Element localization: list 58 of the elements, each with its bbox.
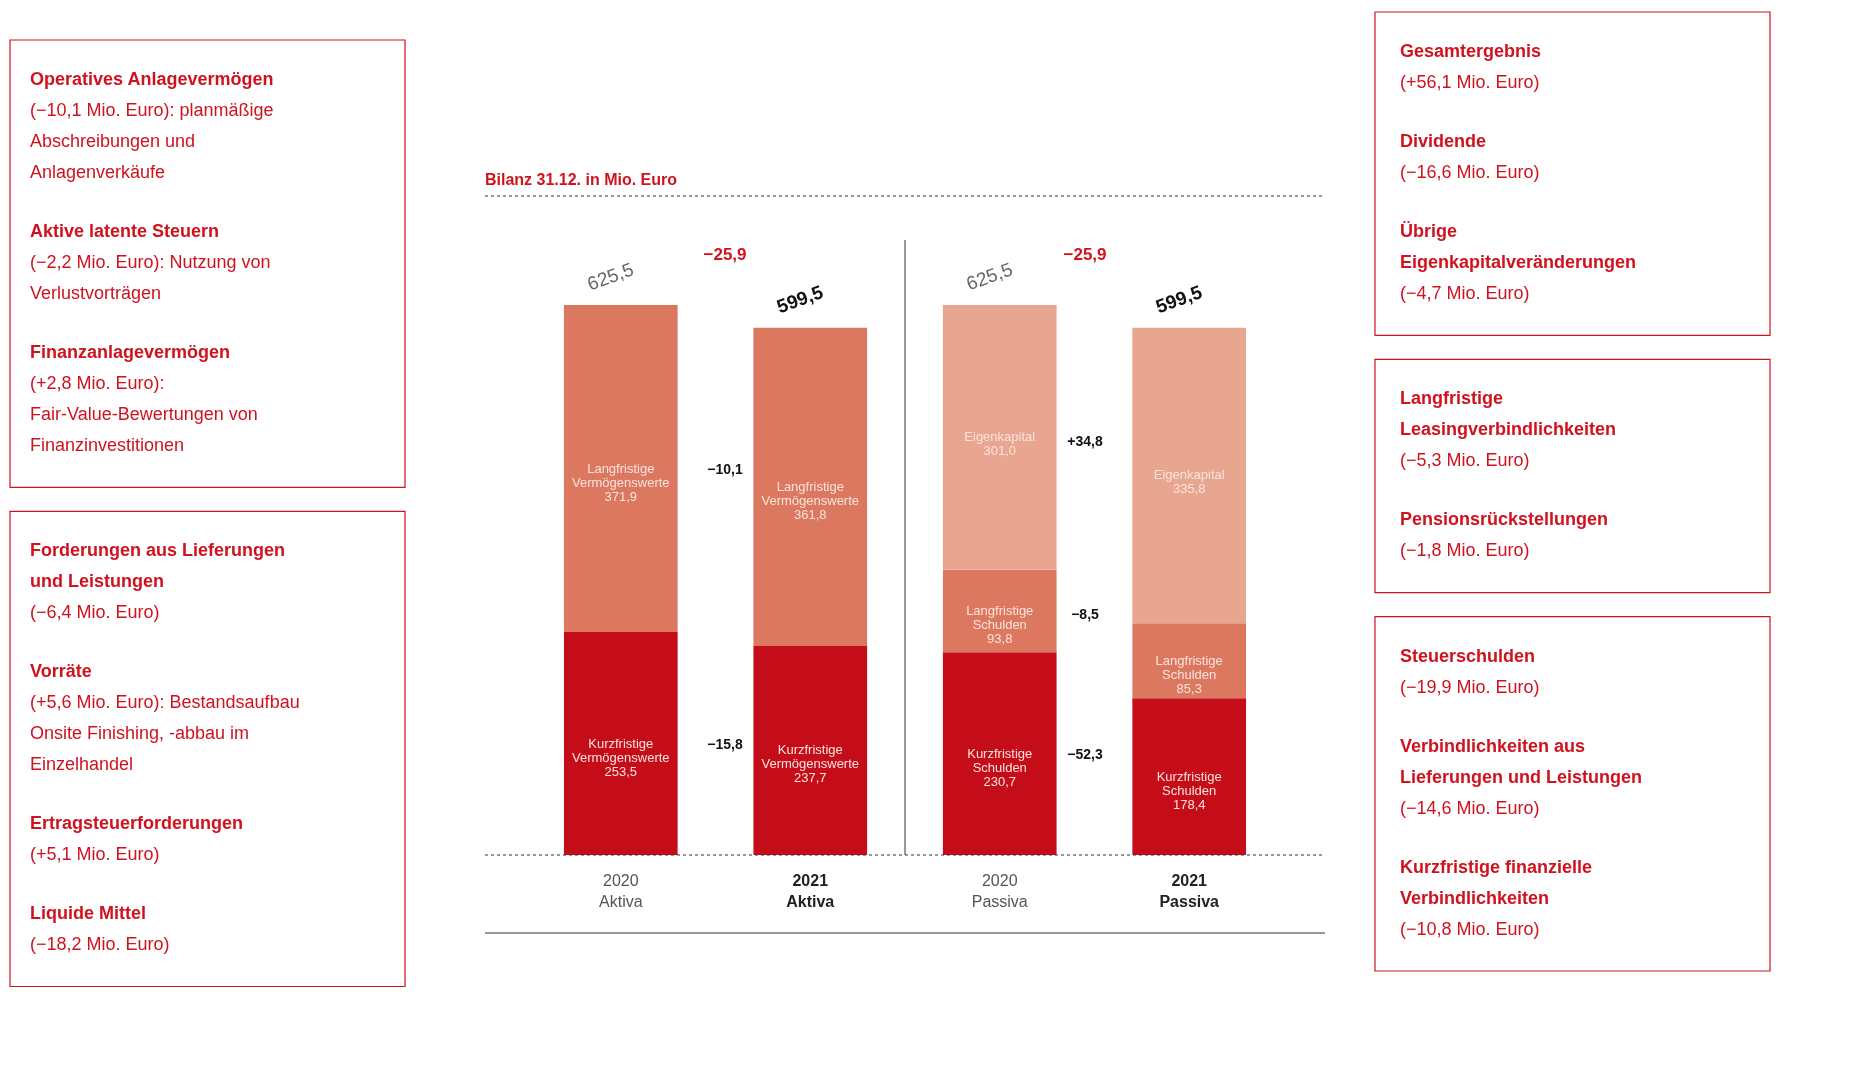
bar — [942, 305, 1057, 570]
text: Verbindlichkeiten aus Lieferungen und Leistungen (−14,6 Mio. Euro) — [1400, 735, 1642, 818]
data-label: 301,0 — [983, 443, 1017, 459]
text: Langfristige Leasingverbindlichkeiten (−5,3 Mio. Euro) — [1400, 388, 1617, 471]
text: Liquide Mittel (−18,2 Mio. Euro) — [30, 903, 170, 954]
annotation: −10,1 — [707, 461, 743, 477]
text: Aktive latente Steuern (−2,2 Mio. Euro): Nutzung von Verlustvorträgen — [30, 220, 271, 303]
text: Dividende (−16,6 Mio. Euro) — [1400, 130, 1540, 182]
chart-title: Bilanz 31.12. in Mio. Euro — [485, 171, 678, 188]
annotation: −52,3 — [1067, 746, 1103, 762]
text: Langfristige Schulden — [966, 602, 1034, 632]
data-label: 237,7 — [793, 770, 827, 786]
series-label: Kurzfristige Vermögenswerte — [572, 735, 670, 765]
text: −25,9 — [703, 245, 747, 264]
total-label: 625,5 — [963, 258, 1016, 295]
x-tick-label: 2021 Aktiva — [786, 872, 835, 910]
annotation: +34,8 — [1067, 433, 1103, 449]
x-tick-label: 2021 Passiva — [1159, 872, 1220, 910]
bar — [1132, 698, 1247, 855]
text: Vorräte (+5,6 Mio. Euro): Bestandsaufbau Onsite Finishing, -abbau im Einzelhandel — [30, 661, 300, 775]
x-tick-label: 2020 Aktiva — [599, 872, 643, 910]
text: Kurzfristige Schulden — [967, 745, 1033, 775]
bar — [753, 645, 868, 855]
annotation: −8,5 — [1071, 606, 1100, 622]
series-label: Langfristige Schulden — [1155, 652, 1223, 682]
text: Finanzanlagevermögen (+2,8 Mio. Euro): Fair-Value-Bewertungen von Finanzinvestitionen — [30, 341, 258, 455]
annotation: −15,8 — [707, 736, 743, 752]
total-label: 599,5 — [1152, 281, 1206, 318]
bar — [563, 305, 678, 633]
bar — [1132, 623, 1247, 699]
text: Steuerschulden (−19,9 Mio. Euro) — [1400, 645, 1540, 697]
text: Operatives Anlagevermögen (−10,1 Mio. Euro): planmäßige Abschreibungen und Anlagenverkäufe — [30, 69, 274, 182]
series-label: Kurzfristige Schulden — [1156, 768, 1222, 798]
text: Pensionsrückstellungen (−1,8 Mio. Euro) — [1400, 509, 1609, 561]
total-label: 625,5 — [584, 258, 637, 295]
data-label: 230,7 — [983, 773, 1017, 789]
text: Kurzfristige Vermögenswerte — [761, 742, 860, 772]
x-tick-label: 2020 Passiva — [971, 872, 1028, 910]
text: Eigenkapital — [1153, 467, 1225, 483]
data-label: 85,3 — [1176, 680, 1202, 696]
data-label: 93,8 — [987, 630, 1013, 646]
bar — [1132, 327, 1247, 624]
data-label: 335,8 — [1172, 481, 1206, 497]
text: −25,9 — [1063, 245, 1107, 264]
bar — [942, 569, 1057, 653]
text: Übrige Eigenkapitalveränderungen (−4,7 Mio. Euro) — [1400, 220, 1637, 303]
data-label: 178,4 — [1172, 796, 1206, 812]
text: Forderungen aus Lieferungen und Leistungen (−6,4 Mio. Euro) — [30, 540, 286, 623]
text: Langfristige Vermögenswerte — [761, 478, 860, 508]
text: Ertragsteuerforderungen (+5,1 Mio. Euro) — [30, 813, 244, 865]
series-label: Langfristige Vermögenswerte — [572, 460, 670, 490]
bar — [563, 632, 678, 855]
total-label: 599,5 — [773, 281, 827, 318]
series-label: Eigenkapital — [964, 429, 1036, 445]
bar — [942, 652, 1057, 855]
bar — [753, 327, 868, 646]
text: Kurzfristige finanzielle Verbindlichkeiten (−10,8 Mio. Euro) — [1400, 856, 1593, 939]
text: Gesamtergebnis (+56,1 Mio. Euro) — [1400, 41, 1542, 92]
